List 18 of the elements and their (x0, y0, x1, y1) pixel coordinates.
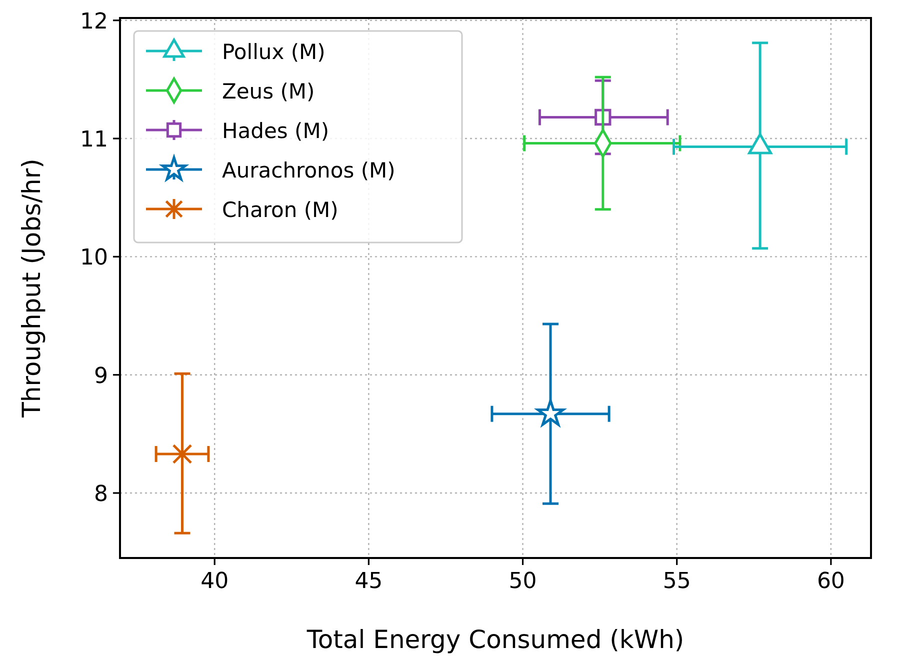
y-tick-label: 10 (80, 246, 108, 271)
legend-label: Charon (M) (222, 198, 338, 222)
x-tick-label: 50 (508, 569, 537, 594)
legend-label: Pollux (M) (222, 40, 326, 64)
x-axis-title: Total Energy Consumed (kWh) (306, 625, 684, 654)
x-tick-label: 55 (662, 569, 691, 594)
x-tick-label: 40 (200, 569, 229, 594)
x-tick-label: 60 (816, 569, 845, 594)
legend-label: Zeus (M) (222, 80, 315, 104)
y-axis-title: Throughput (Jobs/hr) (17, 158, 46, 418)
y-tick-label: 12 (80, 9, 108, 34)
legend-label: Aurachronos (M) (222, 158, 396, 182)
y-tick-label: 8 (94, 482, 108, 508)
y-tick-label: 11 (80, 128, 108, 153)
x-tick-label: 45 (354, 569, 383, 594)
point (172, 444, 192, 464)
y-tick-label: 9 (94, 364, 108, 389)
legend-label: Hades (M) (222, 119, 330, 143)
